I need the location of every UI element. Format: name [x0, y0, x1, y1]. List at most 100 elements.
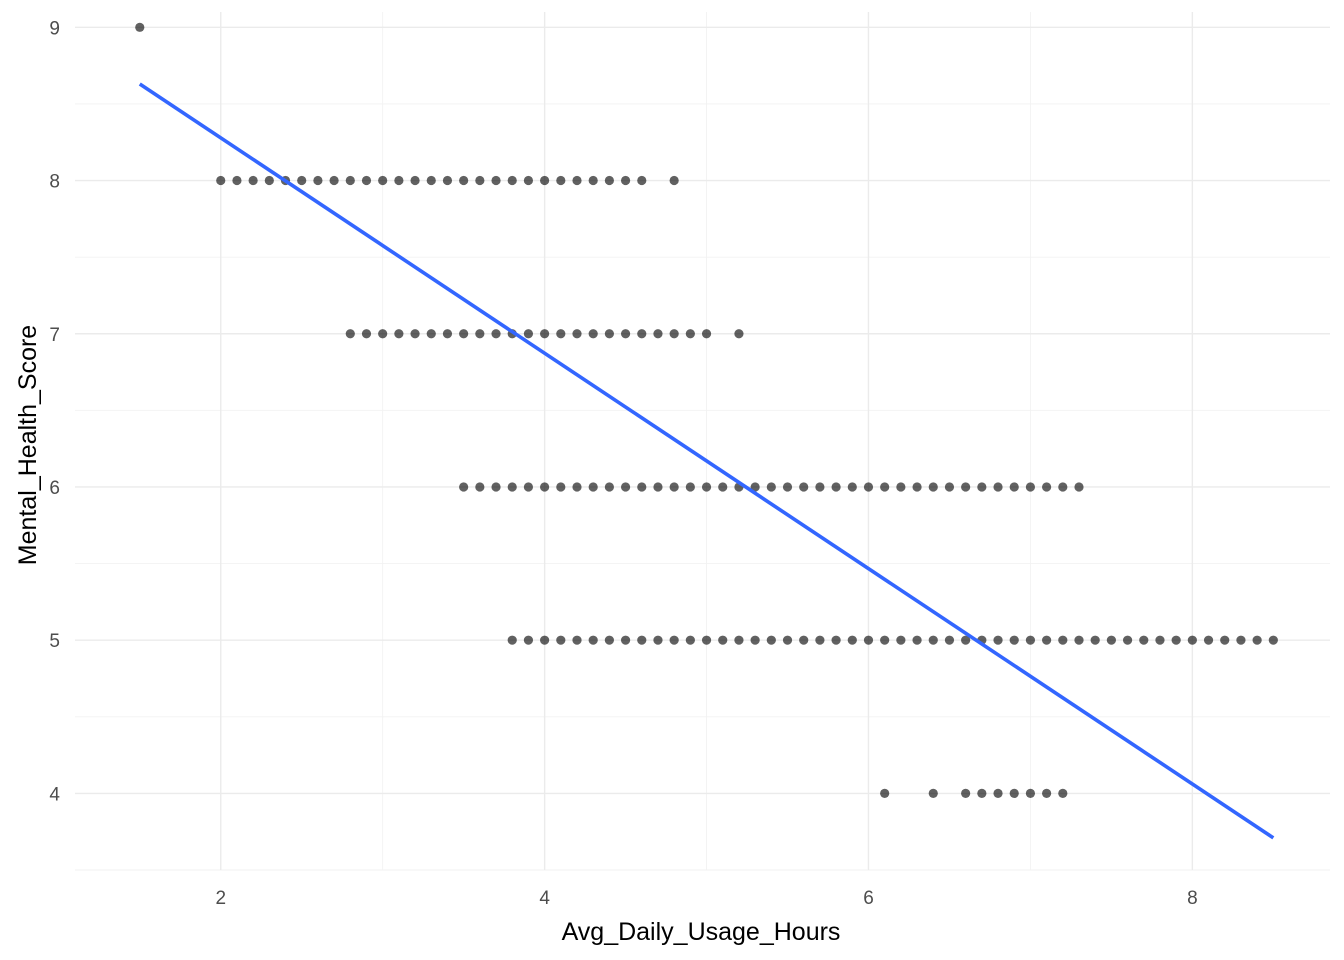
data-point: [1025, 788, 1036, 798]
data-point: [540, 175, 550, 186]
data-point: [556, 482, 566, 492]
data-point: [442, 175, 453, 186]
data-point: [993, 635, 1003, 645]
data-point: [863, 482, 874, 492]
data-point: [863, 635, 874, 645]
data-point: [653, 482, 663, 492]
data-point: [880, 635, 890, 645]
data-point: [361, 175, 372, 186]
data-point: [718, 635, 728, 645]
data-point: [912, 635, 922, 645]
data-point: [734, 635, 744, 645]
data-point: [1106, 635, 1116, 645]
x-tick-label: 2: [215, 888, 226, 909]
data-point: [928, 635, 938, 645]
data-point: [264, 175, 274, 186]
data-point: [604, 329, 614, 339]
data-point: [442, 329, 453, 339]
data-point: [491, 175, 501, 186]
data-point: [669, 482, 679, 492]
y-tick-label: 6: [49, 478, 60, 499]
data-point: [1058, 482, 1068, 492]
x-axis-title: Avg_Daily_Usage_Hours: [562, 918, 841, 946]
data-point: [669, 175, 679, 186]
data-point: [1090, 635, 1100, 645]
data-point: [977, 482, 987, 492]
data-point: [604, 635, 614, 645]
data-point: [620, 329, 631, 339]
data-point: [232, 175, 242, 186]
data-point: [297, 175, 307, 186]
data-point: [216, 175, 226, 186]
data-point: [556, 175, 566, 186]
data-point: [847, 635, 857, 645]
data-point: [799, 635, 809, 645]
x-tick-label: 8: [1187, 888, 1198, 909]
data-point: [766, 635, 776, 645]
x-tick-label: 4: [539, 888, 550, 909]
data-point: [944, 482, 955, 492]
data-point: [620, 175, 631, 186]
data-point: [507, 635, 517, 645]
data-point: [815, 635, 825, 645]
data-point: [1203, 635, 1214, 645]
data-point: [620, 635, 631, 645]
data-point: [556, 329, 566, 339]
data-point: [718, 482, 728, 492]
data-point: [588, 482, 598, 492]
data-point: [540, 329, 550, 339]
data-point: [313, 175, 323, 186]
data-point: [669, 329, 679, 339]
data-point: [928, 482, 938, 492]
data-point: [637, 635, 647, 645]
data-point: [378, 329, 388, 339]
x-tick-label: 6: [863, 888, 874, 909]
data-point: [620, 482, 631, 492]
data-point: [977, 788, 987, 798]
data-point: [1058, 635, 1068, 645]
data-point: [1074, 482, 1084, 492]
data-point: [556, 635, 566, 645]
data-point: [782, 635, 793, 645]
data-point: [669, 635, 679, 645]
data-point: [896, 482, 906, 492]
data-point: [1009, 788, 1019, 798]
data-point: [475, 175, 485, 186]
data-point: [588, 175, 598, 186]
data-point: [604, 482, 614, 492]
data-point: [831, 635, 841, 645]
data-point: [653, 635, 663, 645]
data-point: [459, 175, 469, 186]
data-point: [1042, 635, 1052, 645]
data-point: [961, 635, 971, 645]
data-point: [880, 482, 890, 492]
data-point: [345, 329, 355, 339]
data-point: [459, 482, 469, 492]
data-point: [1122, 635, 1133, 645]
data-point: [523, 175, 534, 186]
data-point: [782, 482, 793, 492]
data-point: [491, 482, 501, 492]
data-point: [604, 175, 614, 186]
data-point: [507, 175, 517, 186]
regression-line: [138, 82, 1275, 840]
data-point: [847, 482, 857, 492]
data-point: [1268, 635, 1278, 645]
data-point: [329, 175, 339, 186]
y-tick-label: 8: [49, 172, 60, 193]
y-axis-title: Mental_Health_Score: [14, 325, 42, 565]
data-point: [1025, 635, 1036, 645]
data-point: [540, 482, 550, 492]
data-point: [572, 635, 582, 645]
data-point: [831, 482, 841, 492]
data-point: [961, 482, 971, 492]
data-point: [1058, 788, 1068, 798]
data-point: [701, 635, 712, 645]
y-tick-label: 9: [49, 18, 60, 39]
data-point: [961, 788, 971, 798]
data-point: [507, 482, 517, 492]
y-tick-label: 5: [49, 631, 60, 652]
data-point: [685, 329, 695, 339]
data-point: [1042, 482, 1052, 492]
tick-label-layer: 2 4 6 8 4 5 6 7 8 9: [49, 18, 1197, 909]
